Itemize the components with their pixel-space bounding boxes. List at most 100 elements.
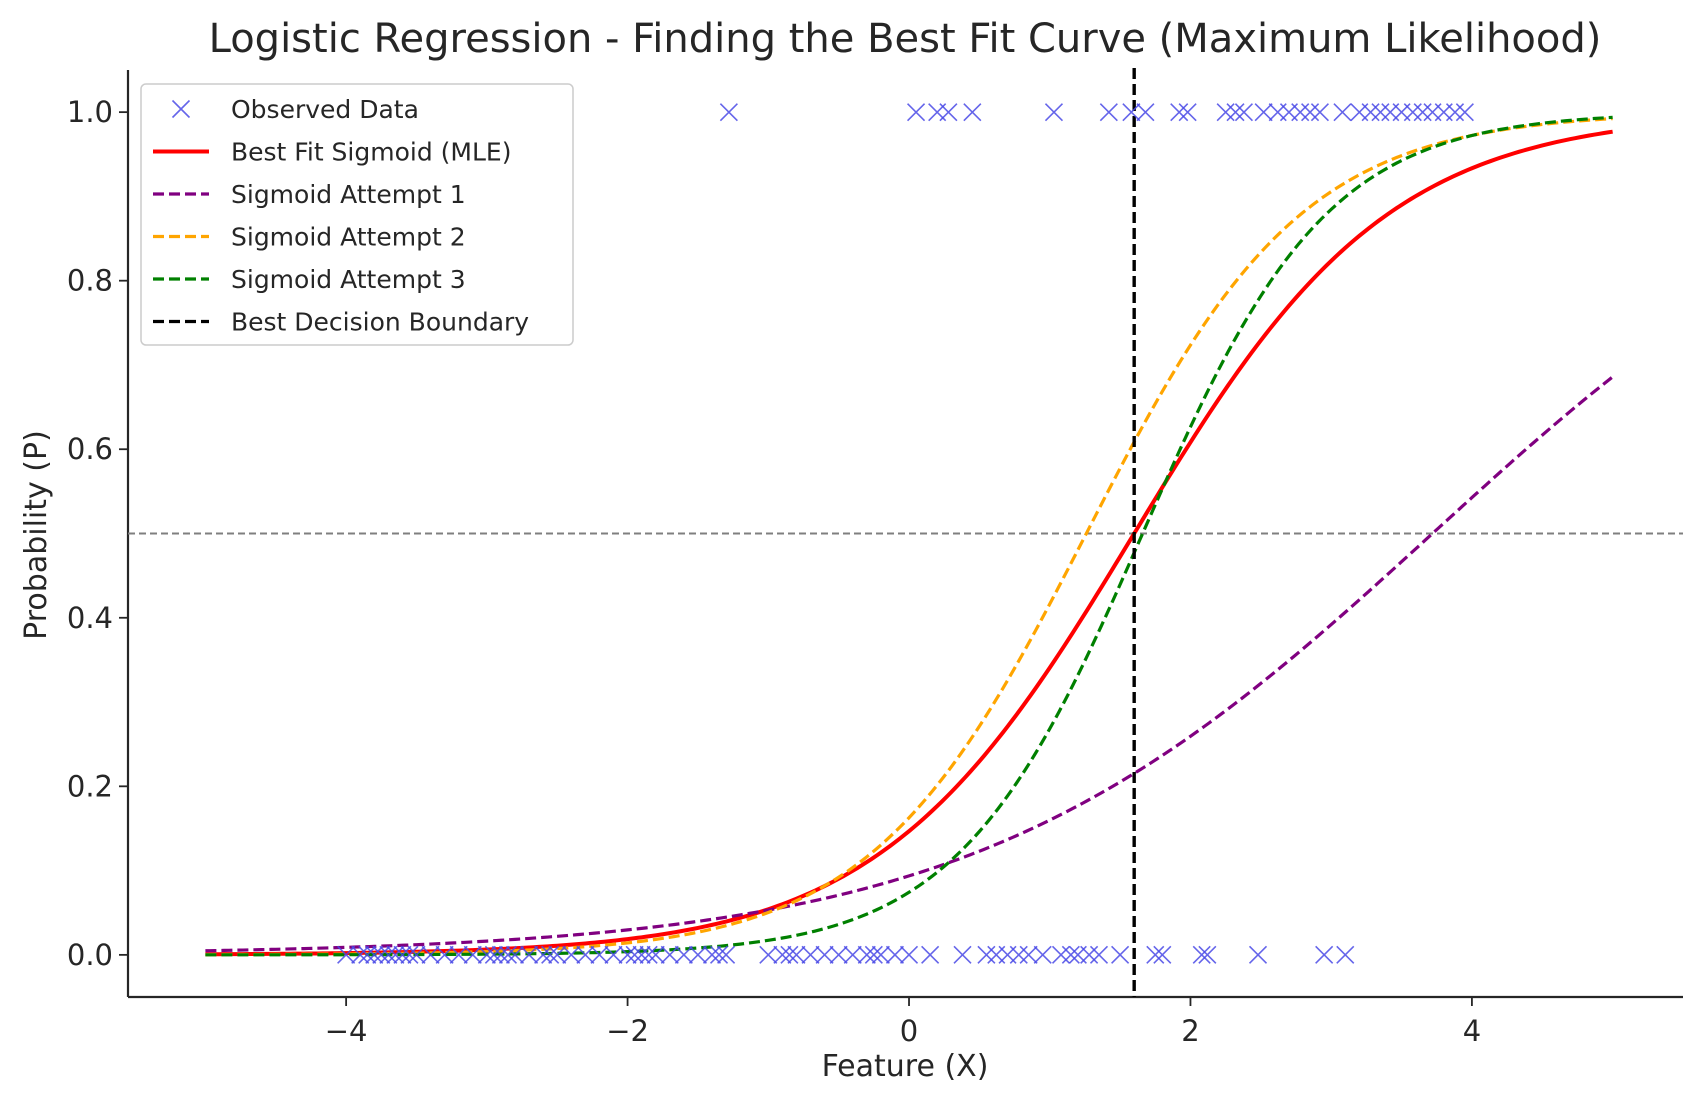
data-point [1061,945,1080,964]
y-tick-label: 0.6 [67,432,113,466]
data-point [1371,103,1390,122]
data-point [1178,103,1197,122]
legend-label: Best Decision Boundary [231,308,529,337]
data-point [1044,103,1064,122]
data-point [1136,103,1155,122]
data-point [632,945,651,964]
data-point [491,945,510,964]
data-point [449,945,468,964]
data-point [1291,103,1310,122]
data-point [1019,945,1038,964]
data-point [921,945,940,964]
data-point [829,945,848,964]
data-point [939,103,958,122]
data-point [386,945,405,964]
y-tick-label: 0.2 [67,769,113,803]
legend-marker [171,99,191,119]
series-sigmoid-attempt-1 [205,375,1614,953]
data-point [505,945,525,964]
data-point [977,945,996,964]
data-point [1301,103,1320,122]
data-point [435,945,454,964]
data-point [639,945,658,964]
data-point [618,945,637,964]
data-point [625,945,644,964]
data-point [1455,103,1474,122]
data-point [1153,945,1172,964]
data-point [1192,945,1211,964]
data-point [1361,103,1380,122]
data-point [590,945,609,964]
data-point [519,945,539,964]
data-point [379,945,398,964]
data-point [646,945,665,964]
data-point [801,945,820,964]
data-point [1216,103,1235,122]
data-point [576,945,595,964]
data-point [1336,945,1355,964]
legend-label: Observed Data [231,95,419,124]
data-point [963,103,982,122]
data-point [906,103,926,122]
data-point [1413,103,1432,122]
legend-label: Best Fit Sigmoid (MLE) [231,138,511,167]
data-point [1445,103,1465,122]
data-point [1170,103,1189,122]
data-point [393,945,412,964]
data-point [337,945,356,964]
data-point [541,945,560,964]
data-point [1033,945,1052,964]
data-point [864,945,883,964]
data-point [787,945,806,964]
y-tick-label: 0.8 [67,264,113,298]
data-point [1234,103,1254,122]
data-point [351,945,370,964]
data-point [1310,103,1329,122]
data-point [815,945,834,964]
y-tick-label: 0.0 [67,938,113,972]
series-sigmoid-attempt-3 [205,115,1613,957]
data-point [660,945,679,964]
data-point [548,945,567,964]
chart-title: Logistic Regression - Finding the Best F… [209,16,1602,62]
x-axis-label: Feature (X) [822,1049,989,1084]
data-point [407,945,426,964]
data-point [1333,103,1352,122]
data-point [843,945,862,964]
data-point [562,945,581,964]
data-point [1248,945,1268,964]
data-point [719,103,738,122]
data-point [871,945,890,964]
x-tick-label: 0 [900,1014,918,1048]
legend-label: Sigmoid Attempt 3 [231,265,466,294]
data-point [1198,945,1217,964]
data-point [1254,103,1273,122]
data-point [1111,945,1130,964]
data-point [688,945,707,964]
data-point [498,945,518,964]
y-tick-label: 0.4 [67,601,113,635]
data-point [358,945,377,964]
x-tick-label: 2 [1181,1014,1199,1048]
data-point [365,945,384,964]
x-tick-label: −4 [325,1014,368,1048]
data-point [372,945,391,964]
data-point [1051,945,1071,964]
data-point [885,945,905,964]
data-point [400,945,419,964]
x-tick-label: −2 [606,1014,649,1048]
data-point [1315,945,1334,964]
data-point [702,945,722,964]
data-point [780,945,799,964]
data-point [604,945,623,964]
data-point [1403,103,1422,122]
data-point [773,945,792,964]
data-point [484,945,503,964]
data-point [1009,945,1028,964]
data-point [1122,103,1141,122]
legend-label: Sigmoid Attempt 2 [231,223,466,252]
data-point [1080,945,1099,964]
data-point [1099,103,1118,122]
